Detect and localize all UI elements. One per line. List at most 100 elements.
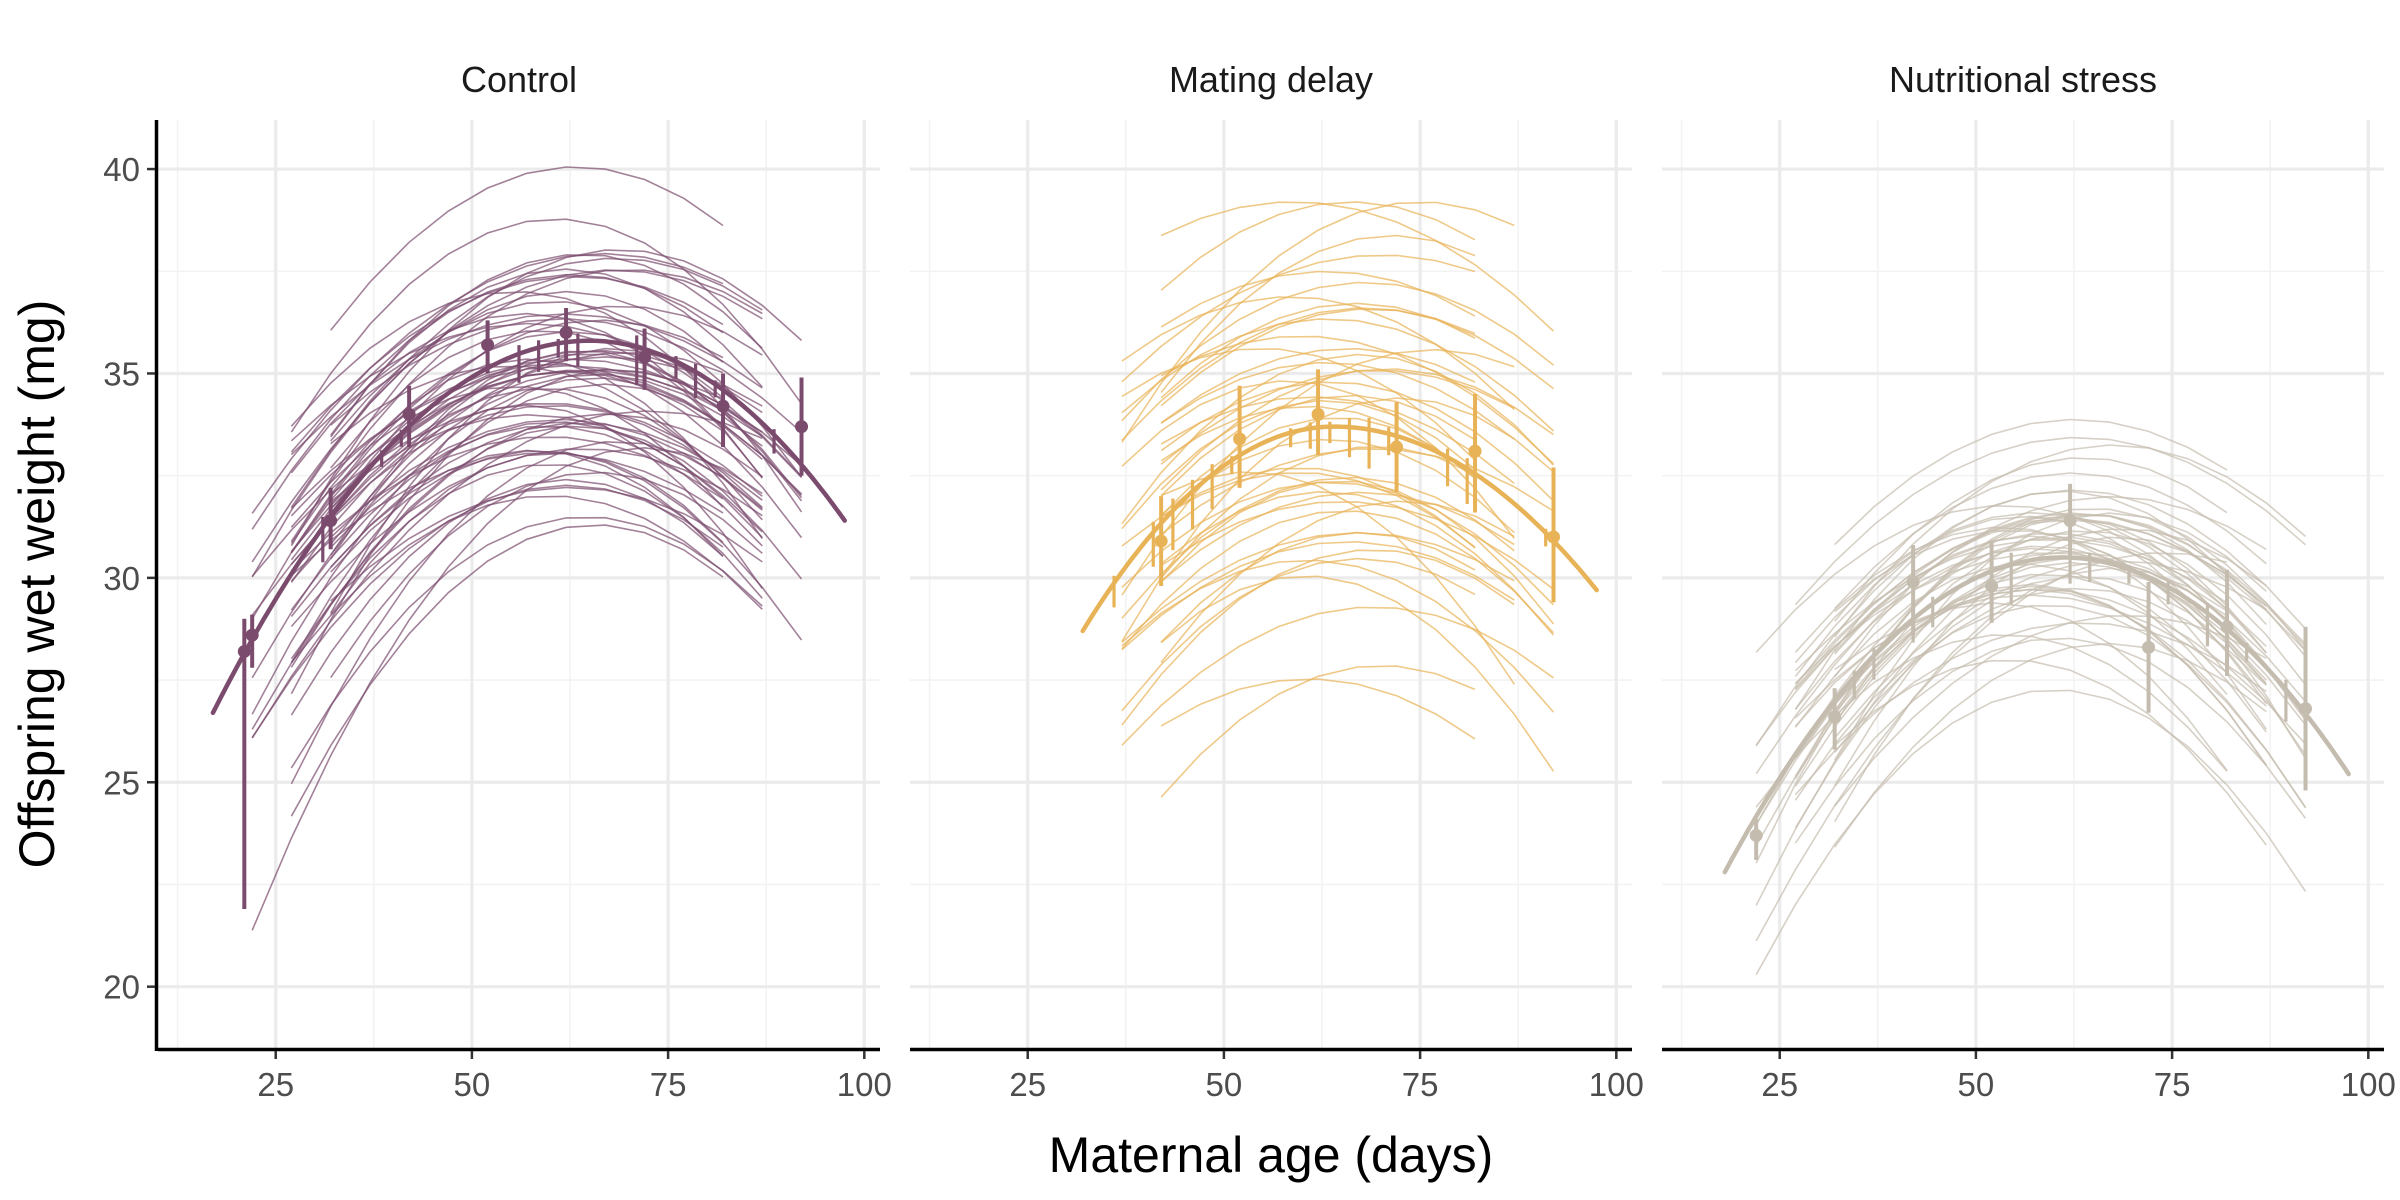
x-tick-label: 25 [257,1066,294,1103]
mean-point-group [2299,626,2313,791]
individual-line [1160,347,1476,424]
fit-wiggles [1112,417,1548,608]
individual-line [290,495,763,663]
mean-point [2220,620,2234,634]
y-tick-label: 20 [103,969,140,1006]
panel-strip-label: Mating delay [1169,59,1373,100]
mean-point [1749,828,1763,842]
mean-point [237,644,251,658]
individual-line [1121,397,1555,642]
individual-line [1121,531,1515,643]
mean-point [1390,440,1404,454]
individual-line [1794,490,2228,710]
individual-line [1121,254,1476,383]
mean-point [2142,640,2156,654]
individual-line [1160,201,1476,291]
panel-mating-delay: 25 50 75 100 Mating delay [910,59,1644,1103]
individual-line [1160,531,1476,643]
mean-point-group [1468,393,1482,513]
x-tick-label: 75 [2154,1066,2191,1103]
y-tick-label: 35 [103,355,140,392]
mean-point [1906,575,1920,589]
individual-line [290,440,763,785]
mean-point-group [1906,545,1920,636]
individual-line [1794,561,2307,787]
panel-nutritional-stress: 25 50 75 100 Nutritional stress [1662,59,2396,1103]
x-tick-label: 25 [1761,1066,1798,1103]
individual-line [1121,549,1515,726]
mean-point-group [1154,496,1168,587]
x-tick-label: 50 [454,1066,491,1103]
individual-line [1121,201,1515,443]
mean-point-group [1749,819,1763,860]
individual-lines [251,166,803,931]
individual-line [330,486,763,602]
mean-point [795,420,809,434]
y-tick-label: 30 [103,560,140,597]
panel-background [158,120,880,1048]
panel-background [1662,120,2384,1048]
individual-line [1121,348,1476,461]
individual-line [1121,296,1515,411]
mean-point-group [1547,467,1561,603]
mean-point [1311,407,1325,421]
mean-point [716,399,730,413]
mean-point [481,338,495,352]
mean-point-group [1985,541,1999,623]
individual-line [330,471,763,679]
individual-line [251,290,724,578]
individual-line [290,358,803,517]
individual-line [1121,307,1554,441]
individual-line [290,368,724,565]
mean-point-group [716,373,730,448]
individual-line [1160,471,1515,685]
individual-line [330,254,763,438]
individual-line [251,252,724,514]
individual-line [330,268,763,436]
individual-line [1834,457,2228,622]
individual-line [1160,448,1554,535]
mean-point [1828,710,1842,724]
fitted-curve [210,338,847,716]
individual-line [1794,436,2307,606]
panel-control: 25 50 75 100 20 25 30 35 40 Control [103,59,892,1103]
mean-point-group [559,308,573,362]
mean-point-group [1390,402,1404,493]
individual-line [290,464,763,660]
individual-line [1121,557,1476,712]
individual-line [251,410,763,739]
mean-point-group [324,487,338,550]
individual-line [1834,515,2267,678]
individual-line [290,425,803,668]
x-tick-label: 50 [1206,1066,1243,1103]
individual-line [1755,689,2307,976]
mean-point-group [2063,483,2077,558]
individual-line [1160,491,1515,583]
individual-line [1121,476,1515,619]
individual-line [290,516,763,769]
individual-line [1121,281,1554,422]
x-tick-label: 100 [2341,1066,2396,1103]
fitted-curve [1080,424,1599,634]
fit-wiggles [321,333,776,563]
y-axis-title: Offspring wet weight (mg) [9,300,65,869]
individual-line [1160,500,1515,663]
individual-line [1755,495,2267,775]
mean-point [1233,432,1247,446]
fit-wiggles [1833,549,2288,722]
individual-line [1160,678,1476,740]
individual-line [290,269,763,542]
individual-line [251,369,763,577]
mean-point-group [2220,569,2234,676]
individual-line [1834,567,2228,823]
individual-line [330,425,763,548]
individual-line [1834,615,2267,807]
individual-line [1755,536,2307,825]
mean-point-group [1828,688,1842,750]
mean-point [1468,444,1482,458]
mean-point-group [1233,385,1247,488]
individual-line [1794,517,2307,690]
individual-line [1160,234,1476,394]
y-tick-label: 25 [103,764,140,801]
